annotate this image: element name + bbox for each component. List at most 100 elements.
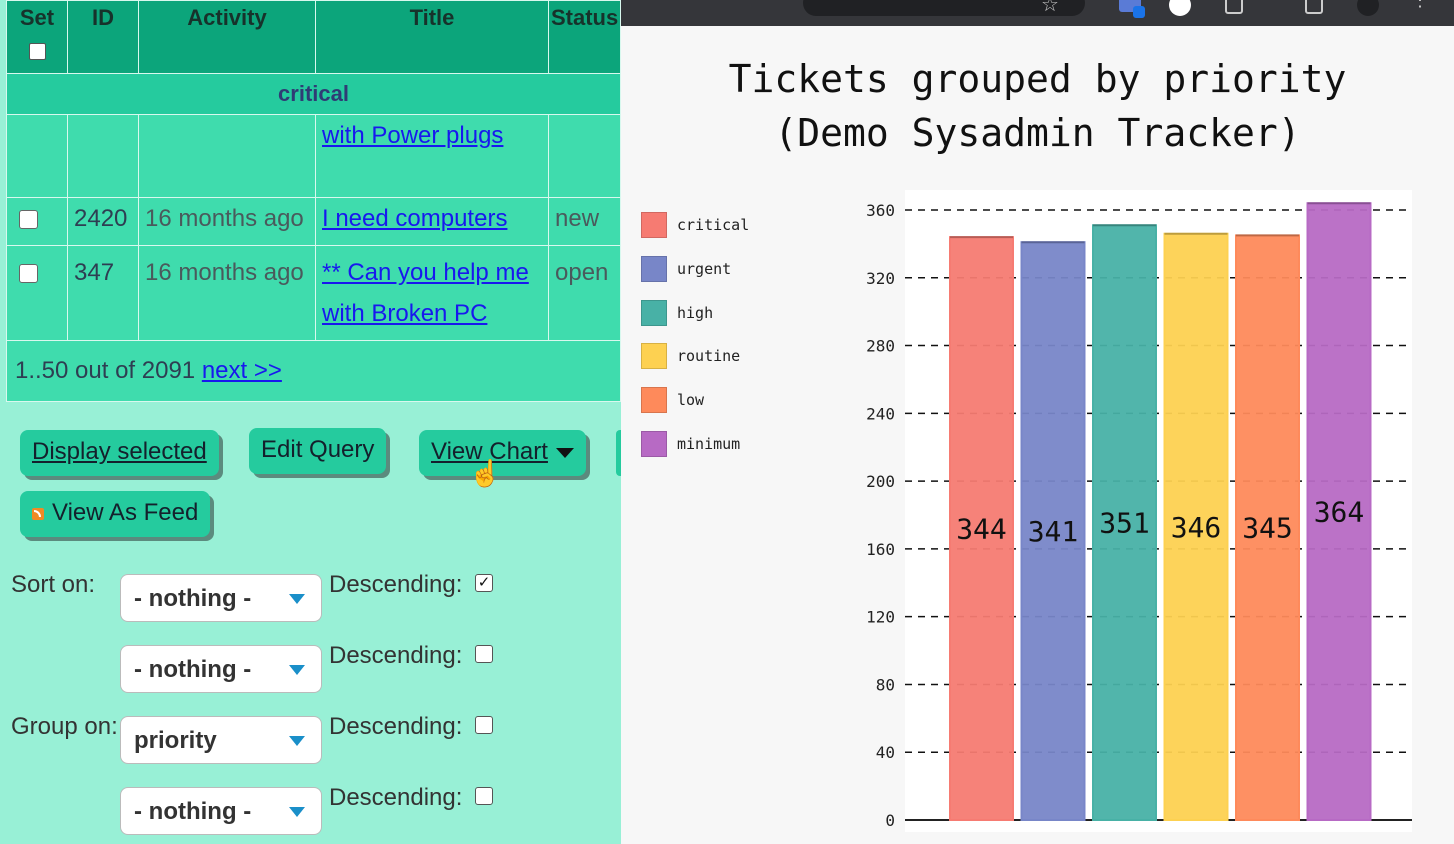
select-all-checkbox[interactable] xyxy=(28,43,46,60)
y-tick-label: 160 xyxy=(866,540,895,559)
legend-label: low xyxy=(677,391,705,410)
view-chart-button[interactable]: View Chart xyxy=(419,430,586,476)
chevron-down-icon xyxy=(555,447,574,458)
overflow-button[interactable] xyxy=(616,430,621,476)
row-title: ** Can you help me with Broken PC xyxy=(315,245,549,341)
row-status: new xyxy=(548,197,621,246)
y-tick-label: 240 xyxy=(866,404,895,423)
y-tick-label: 80 xyxy=(876,675,895,694)
group-on-label: Group on: xyxy=(11,713,118,740)
profile-icon[interactable] xyxy=(1169,0,1191,16)
legend-swatch xyxy=(641,255,667,282)
legend-label: urgent xyxy=(677,259,732,278)
chart-window: ☆ ⋮ Tickets grouped by priority (Demo Sy… xyxy=(621,0,1454,844)
ticket-title-link-cont[interactable]: with Broken PC xyxy=(322,300,488,327)
legend-swatch xyxy=(641,387,667,414)
row-checkbox[interactable] xyxy=(19,210,38,230)
dropdown-arrow-icon xyxy=(289,807,305,817)
row-checkbox-cell xyxy=(6,114,68,198)
group-descending-label-2: Descending: xyxy=(329,784,463,811)
bar-chart: 0 40 80 120 160 200 240 280 320 360 344 341 351 346 34… xyxy=(866,190,1412,832)
bar-minimum[interactable] xyxy=(1306,202,1372,821)
bar-value-label: 344 xyxy=(956,513,1007,546)
view-as-feed-button[interactable]: View As Feed xyxy=(20,491,211,537)
y-tick-label: 280 xyxy=(866,337,895,356)
col-header-id[interactable]: ID xyxy=(67,0,139,74)
group-field-1-select[interactable]: priority xyxy=(120,716,322,764)
sort-descending-checkbox-2[interactable] xyxy=(475,645,493,663)
legend-swatch xyxy=(641,299,667,326)
y-tick-label: 320 xyxy=(866,269,895,288)
extension-icon[interactable] xyxy=(1119,0,1145,18)
group-field-2-select[interactable]: - nothing - xyxy=(120,787,322,835)
sort-descending-label-1: Descending: xyxy=(329,571,463,598)
sort-field-1-select[interactable]: - nothing - xyxy=(120,574,322,622)
legend-label: routine xyxy=(677,347,741,366)
left-gutter xyxy=(0,0,7,400)
group-descending-checkbox-2[interactable] xyxy=(475,787,493,805)
y-tick-label: 360 xyxy=(866,201,895,220)
col-header-set: Set xyxy=(6,0,68,74)
y-tick-label: 120 xyxy=(866,608,895,627)
row-activity: 16 months ago xyxy=(138,245,316,341)
sort-descending-label-2: Descending: xyxy=(329,642,463,669)
bar-value-label: 341 xyxy=(1028,515,1079,548)
pager-next-link[interactable]: next >> xyxy=(201,357,282,384)
table-row: 2420 16 months ago I need computers new xyxy=(6,197,621,246)
legend-swatch xyxy=(641,212,667,238)
chart-title-line-2: (Demo Sysadmin Tracker) xyxy=(774,111,1301,155)
sort-on-label: Sort on: xyxy=(11,571,96,598)
y-tick-label: 40 xyxy=(876,743,895,762)
pager-count: 1..50 out of 2091 xyxy=(15,357,196,384)
pager: 1..50 out of 2091 next >> xyxy=(6,340,621,402)
ticket-title-link[interactable]: ** Can you help me xyxy=(322,259,529,286)
col-header-title[interactable]: Title xyxy=(315,0,549,74)
table-row: with Power plugs xyxy=(6,114,621,198)
bar-critical[interactable] xyxy=(949,236,1014,822)
window-icon[interactable] xyxy=(1305,0,1323,14)
row-checkbox-cell xyxy=(6,197,68,246)
bar-low[interactable] xyxy=(1235,234,1300,821)
ticket-title-link[interactable]: with Power plugs xyxy=(322,122,504,149)
row-id: 347 xyxy=(67,245,139,341)
address-bar[interactable] xyxy=(803,0,1085,16)
y-tick-label: 200 xyxy=(866,472,895,491)
bar-high[interactable] xyxy=(1092,224,1157,821)
y-tick-label: 0 xyxy=(885,811,895,830)
tab-icon[interactable] xyxy=(1225,0,1243,14)
group-header-row: critical xyxy=(6,73,621,115)
sort-field-2-select[interactable]: - nothing - xyxy=(120,645,322,693)
chart-title-line-1: Tickets grouped by priority xyxy=(728,57,1347,101)
row-status: open xyxy=(548,245,621,341)
row-activity: 16 months ago xyxy=(138,197,316,246)
bar-value-label: 346 xyxy=(1171,511,1222,544)
dropdown-arrow-icon xyxy=(289,736,305,746)
rss-icon xyxy=(32,507,44,520)
sort-descending-checkbox-1[interactable]: ✓ xyxy=(475,574,493,592)
group-descending-checkbox-1[interactable] xyxy=(475,716,493,734)
browser-toolbar: ☆ ⋮ xyxy=(621,0,1454,26)
row-checkbox-cell xyxy=(6,245,68,341)
row-status xyxy=(548,114,621,198)
legend-swatch xyxy=(641,431,667,457)
menu-icon[interactable]: ⋮ xyxy=(1411,0,1429,10)
row-id: 2420 xyxy=(67,197,139,246)
col-header-status[interactable]: Status xyxy=(548,0,621,74)
account-icon[interactable] xyxy=(1357,0,1379,16)
edit-query-button[interactable]: Edit Query xyxy=(249,428,387,474)
group-header-critical: critical xyxy=(6,73,621,115)
hand-cursor-icon: ☝ xyxy=(469,458,502,488)
table-header-row: Set ID Activity Title Status xyxy=(6,0,621,74)
bar-value-label: 345 xyxy=(1242,512,1293,545)
bar-routine[interactable] xyxy=(1163,232,1229,821)
row-id xyxy=(67,114,139,198)
chart-title: Tickets grouped by priority (Demo Sysadm… xyxy=(621,52,1454,160)
ticket-title-link[interactable]: I need computers xyxy=(322,205,508,232)
bar-urgent[interactable] xyxy=(1020,241,1086,821)
row-checkbox[interactable] xyxy=(19,264,38,283)
display-selected-button[interactable]: Display selected xyxy=(20,430,219,476)
bookmark-star-icon[interactable]: ☆ xyxy=(1041,0,1059,16)
col-header-activity[interactable]: Activity xyxy=(138,0,316,74)
row-title: I need computers xyxy=(315,197,549,246)
pager-row: 1..50 out of 2091 next >> xyxy=(6,340,621,402)
